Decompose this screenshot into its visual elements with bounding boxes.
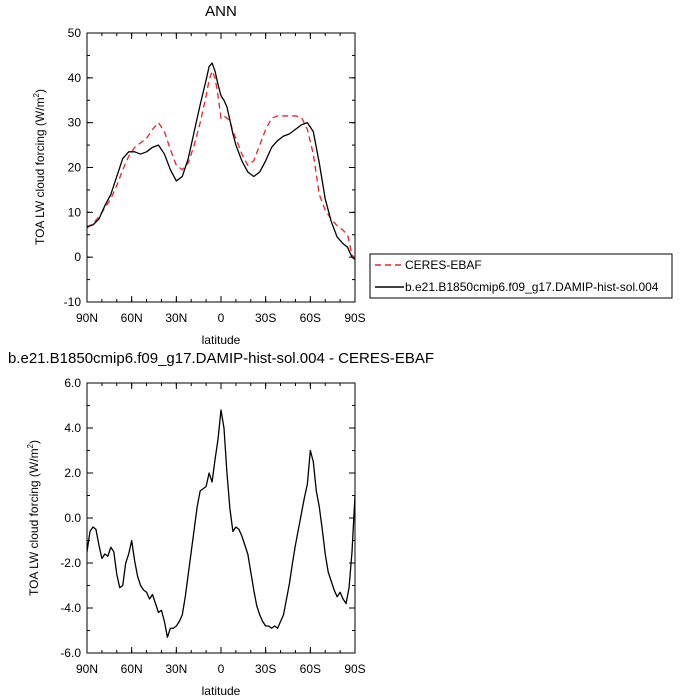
bottom-y-tick-label: 2.0 bbox=[64, 466, 81, 480]
legend: CERES-EBAF b.e21.B1850cmip6.f09_g17.DAMI… bbox=[369, 253, 673, 299]
top-y-tick-label: 40 bbox=[68, 71, 82, 85]
bottom-y-tick-label: -6.0 bbox=[60, 646, 81, 660]
top-y-tick-label: 0 bbox=[74, 250, 81, 264]
bottom-series-lines bbox=[86, 409, 356, 638]
bottom-y-axis-label-main: TOA LW cloud forcing (W/m bbox=[27, 448, 41, 596]
top-x-tick-label: 60N bbox=[121, 311, 143, 325]
bottom-x-axis-label: latitude bbox=[202, 684, 241, 698]
bottom-x-tick-label: 60S bbox=[300, 662, 321, 676]
bottom-y-tick-label: 6.0 bbox=[64, 376, 81, 390]
top-y-tick-labels: 50 40 30 20 10 0 -10 bbox=[64, 26, 82, 309]
top-y-tick-label: 50 bbox=[68, 26, 82, 40]
bottom-x-tick-label: 90S bbox=[344, 662, 365, 676]
top-x-tick-label: 90S bbox=[344, 311, 365, 325]
bottom-x-tick-label: 90N bbox=[76, 662, 98, 676]
bottom-y-axis-label: TOA LW cloud forcing (W/m2) bbox=[26, 440, 41, 596]
bottom-x-tick-label: 0 bbox=[218, 662, 225, 676]
top-x-tick-label: 30S bbox=[255, 311, 276, 325]
top-series-line-1 bbox=[86, 62, 356, 260]
bottom-y-tick-label: 0.0 bbox=[64, 511, 81, 525]
top-x-tick-label: 30N bbox=[165, 311, 187, 325]
bottom-y-tick-labels: 6.0 4.0 2.0 0.0 -2.0 -4.0 -6.0 bbox=[60, 376, 81, 660]
bottom-plot-frame bbox=[86, 382, 356, 654]
top-y-axis-label-sup: 2 bbox=[32, 92, 41, 97]
bottom-title: b.e21.B1850cmip6.f09_g17.DAMIP-hist-sol.… bbox=[8, 350, 434, 367]
bottom-x-tick-label: 60N bbox=[121, 662, 143, 676]
bottom-y-axis-label-close: ) bbox=[27, 440, 41, 444]
bottom-y-tick-label: 4.0 bbox=[64, 421, 81, 435]
top-series-lines bbox=[86, 62, 356, 260]
top-x-tick-label: 90N bbox=[76, 311, 98, 325]
top-title: ANN bbox=[205, 3, 237, 20]
top-y-axis-label: TOA LW cloud forcing (W/m2) bbox=[32, 89, 47, 245]
bottom-y-axis-label-sup: 2 bbox=[26, 443, 35, 448]
top-x-axis-label: latitude bbox=[202, 333, 241, 347]
top-plot-frame bbox=[86, 32, 356, 303]
bottom-x-tick-label: 30S bbox=[255, 662, 276, 676]
top-y-tick-label: 20 bbox=[68, 161, 82, 175]
bottom-panel: b.e21.B1850cmip6.f09_g17.DAMIP-hist-sol.… bbox=[8, 350, 434, 698]
legend-box bbox=[369, 253, 673, 299]
top-y-tick-label: -10 bbox=[64, 295, 82, 309]
legend-label-ceres: CERES-EBAF bbox=[405, 258, 482, 272]
top-series-line-0 bbox=[86, 70, 356, 259]
top-y-axis-label-close: ) bbox=[33, 89, 47, 93]
bottom-y-tick-label: -2.0 bbox=[60, 556, 81, 570]
bottom-x-tick-labels: 90N 60N 30N 0 30S 60S 90S bbox=[76, 662, 366, 676]
bottom-y-tick-label: -4.0 bbox=[60, 601, 81, 615]
bottom-axis-ticks bbox=[86, 382, 356, 654]
top-y-tick-label: 30 bbox=[68, 116, 82, 130]
top-x-tick-label: 60S bbox=[300, 311, 321, 325]
legend-label-model: b.e21.B1850cmip6.f09_g17.DAMIP-hist-sol.… bbox=[405, 280, 659, 294]
top-y-tick-label: 10 bbox=[68, 205, 82, 219]
top-y-axis-label-main: TOA LW cloud forcing (W/m bbox=[33, 97, 47, 245]
top-x-tick-label: 0 bbox=[218, 311, 225, 325]
top-x-tick-labels: 90N 60N 30N 0 30S 60S 90S bbox=[76, 311, 366, 325]
top-panel: ANN 90N 60N 30N 0 30S 60S 90S 50 40 30 20 10 0 -10 l… bbox=[32, 3, 366, 347]
bottom-x-tick-label: 30N bbox=[165, 662, 187, 676]
bottom-series-line-0 bbox=[86, 409, 356, 638]
